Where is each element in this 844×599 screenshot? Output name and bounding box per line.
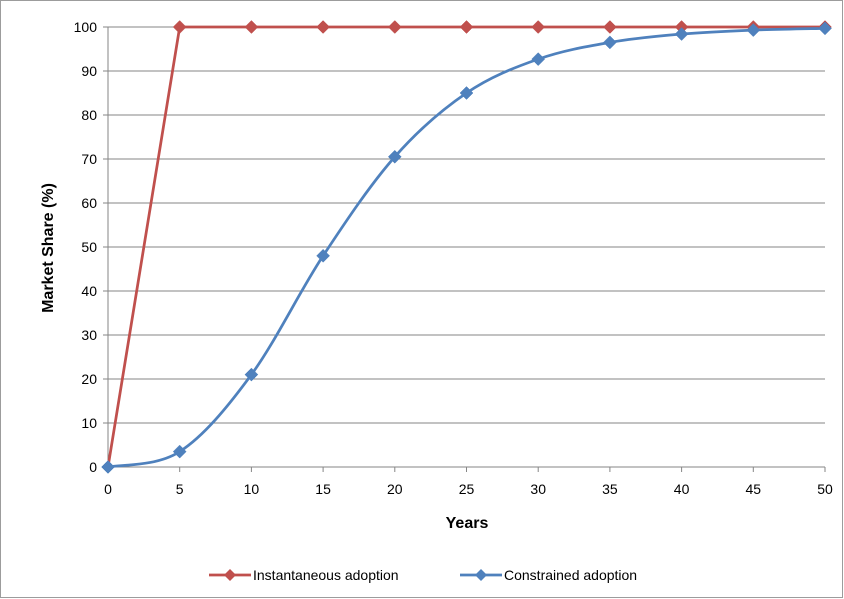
constrained-adoption-point <box>316 248 330 263</box>
y-axis-title: Market Share (%) <box>40 183 57 313</box>
instantaneous-adoption-point <box>172 20 187 34</box>
constrained-adoption-point <box>387 149 402 164</box>
x-tick-label: 30 <box>530 481 546 497</box>
legend-marker <box>475 569 487 581</box>
y-tick-label: 90 <box>81 63 97 79</box>
constrained-adoption-point <box>531 52 546 66</box>
y-tick-label: 20 <box>81 371 97 387</box>
x-tick-label: 10 <box>244 481 260 497</box>
y-tick-label: 80 <box>81 107 97 123</box>
instantaneous-adoption-point <box>316 20 330 34</box>
y-tick-label: 60 <box>81 195 97 211</box>
legend: Instantaneous adoption Constrained adopti… <box>209 567 637 583</box>
constrained-adoption-point <box>101 460 115 474</box>
y-tick-label: 30 <box>81 327 97 343</box>
tick-labels: 0 10 20 30 40 50 60 70 80 90 100 0 5 10 15 20 25 30 35 40 45… <box>74 19 833 497</box>
instantaneous-adoption-point <box>244 20 259 34</box>
axes <box>103 26 826 472</box>
constrained-adoption-line <box>107 26 826 469</box>
legend-label: Constrained adoption <box>504 567 637 583</box>
constrained-adoption-point <box>459 86 474 100</box>
y-tick-label: 50 <box>81 239 97 255</box>
x-tick-label: 25 <box>459 481 475 497</box>
instantaneous-adoption-point <box>603 20 617 34</box>
x-tick-label: 15 <box>315 481 331 497</box>
instantaneous-adoption-point <box>459 20 474 34</box>
x-tick-label: 5 <box>176 481 184 497</box>
legend-marker <box>224 569 236 581</box>
y-tick-label: 100 <box>74 19 98 35</box>
series-markers <box>101 20 832 474</box>
y-tick-label: 70 <box>81 151 97 167</box>
constrained-adoption-point <box>244 367 259 382</box>
x-tick-label: 35 <box>602 481 618 497</box>
x-tick-label: 20 <box>387 481 403 497</box>
instantaneous-adoption-point <box>531 20 546 34</box>
y-tick-label: 40 <box>81 283 97 299</box>
instantaneous-adoption-point <box>387 20 402 34</box>
constrained-adoption-point <box>746 23 761 37</box>
x-axis-title: Years <box>446 515 489 532</box>
x-tick-label: 45 <box>746 481 762 497</box>
y-tick-label: 0 <box>89 459 97 475</box>
constrained-adoption-point <box>674 27 689 41</box>
x-tick-label: 0 <box>104 481 112 497</box>
constrained-adoption-point <box>172 444 187 459</box>
x-tick-label: 40 <box>674 481 690 497</box>
x-tick-label: 50 <box>817 481 833 497</box>
legend-label: Instantaneous adoption <box>253 567 399 583</box>
y-tick-label: 10 <box>81 415 97 431</box>
constrained-adoption-point <box>818 21 832 36</box>
constrained-adoption-point <box>603 35 617 50</box>
